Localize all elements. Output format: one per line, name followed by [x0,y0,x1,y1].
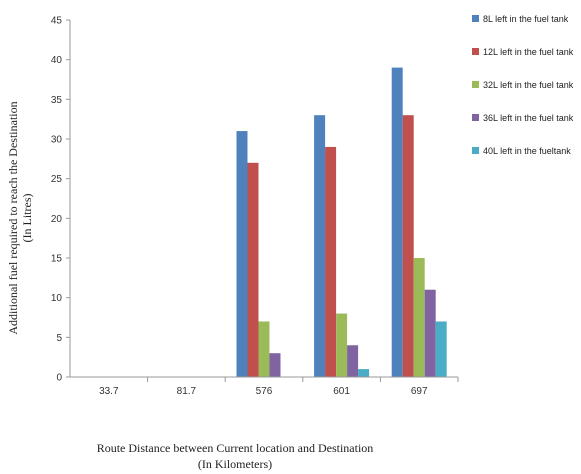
x-tick-label: 601 [333,386,350,397]
bar-601-series-1 [314,115,326,377]
y-tick-label: 20 [51,214,63,225]
bar-576-series-1 [236,131,248,377]
bar-601-series-4 [347,345,359,377]
bar-697-series-4 [424,289,436,377]
y-axis-title-line1: Additional fuel required to reach the De… [6,101,20,334]
x-tick-label: 576 [256,386,273,397]
y-tick-label: 15 [51,254,63,265]
legend-swatch [472,15,479,22]
legend-swatch [472,48,479,55]
y-tick-label: 10 [51,293,63,304]
y-tick-label: 35 [51,95,63,106]
bar-576-series-4 [269,353,281,377]
y-tick-label: 45 [51,16,63,27]
x-axis-title-line2: (In Kilometers) [198,457,272,471]
y-tick-label: 0 [56,373,62,384]
bar-576-series-3 [258,321,270,377]
y-tick-label: 5 [56,333,62,344]
bar-697-series-5 [435,321,447,377]
legend-swatch [472,81,479,88]
y-tick-label: 40 [51,55,63,66]
y-axis-ticks: 0 5 10 15 20 25 30 35 40 45 [51,16,70,384]
bar-601-series-5 [358,369,370,377]
bar-576-series-2 [247,162,259,377]
legend-swatch [472,147,479,154]
legend-label: 8L left in the fuel tank [483,14,569,24]
bar-601-series-3 [336,313,348,377]
chart-bars [236,67,447,377]
y-tick-label: 25 [51,174,63,185]
bar-697-series-2 [402,115,414,377]
legend-swatch [472,114,479,121]
bar-697-series-1 [391,67,403,377]
x-axis-title-line1: Route Distance between Current location … [97,441,374,455]
y-axis-title-line2: (In Litres) [20,194,34,243]
legend-label: 12L left in the fuel tank [483,47,574,57]
x-tick-label: 697 [411,386,428,397]
legend: 8L left in the fuel tank 12L left in the … [472,14,574,156]
bar-601-series-2 [325,146,337,377]
legend-label: 36L left in the fuel tank [483,113,574,123]
bar-697-series-3 [413,258,425,377]
x-axis-ticks: 33.7 81.7 576 601 697 [99,377,459,397]
x-tick-label: 81.7 [177,386,197,397]
legend-label: 32L left in the fuel tank [483,80,574,90]
legend-label: 40L left in the fueltank [483,146,571,156]
x-tick-label: 33.7 [99,386,119,397]
y-tick-label: 30 [51,135,63,146]
